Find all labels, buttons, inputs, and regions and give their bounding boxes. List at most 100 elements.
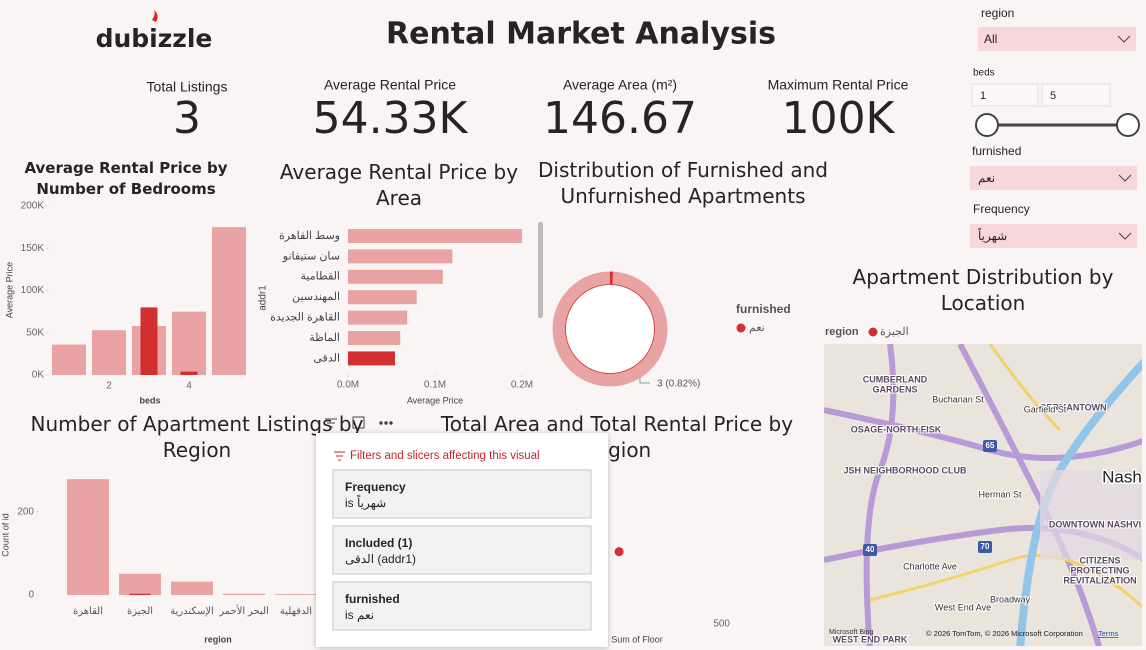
visual-toolbar[interactable] <box>325 416 393 429</box>
road-shield <box>978 541 992 553</box>
map-attribution: © 2026 TomTom, © 2026 Microsoft Corporat… <box>926 629 1083 638</box>
beds-max-input[interactable] <box>1041 83 1111 107</box>
legend-title: region <box>825 326 859 338</box>
x-tick-label: القاهرة <box>73 606 103 617</box>
map-label: REVITALIZATION <box>1063 575 1136 585</box>
bar <box>172 311 206 375</box>
bar <box>92 330 126 375</box>
y-tick-label: الدقى <box>313 352 340 364</box>
bar <box>348 269 443 284</box>
map-label: GERMANTOWN <box>1039 402 1106 412</box>
y-tick-label: القطامية <box>301 271 340 283</box>
filter-detail: الدقى (addr1) <box>345 552 416 566</box>
bar <box>223 593 265 595</box>
chevron <box>1117 35 1131 43</box>
x-tick-label: 500 <box>713 619 730 630</box>
kpi-label: Average Rental Price <box>324 77 456 93</box>
x-tick-label: 0.0M <box>337 380 359 391</box>
kpi-value: 54.33K <box>313 93 469 144</box>
map-terms[interactable]: Terms <box>1098 629 1119 638</box>
furnished-dropdown[interactable] <box>970 166 1137 190</box>
donut-edge <box>565 284 655 374</box>
map-label: PROTECTING <box>1070 565 1129 575</box>
chart-title: Distribution of Furnished and Unfurnishe… <box>538 158 828 208</box>
data-label: 3 (0.82%) <box>657 379 700 390</box>
bar <box>275 594 317 595</box>
beds-max: 5 <box>1050 90 1056 102</box>
chart-title: Apartment Distribution by Location <box>852 265 1114 315</box>
map-label: GARDENS <box>872 384 917 394</box>
y-tick-label: 100K <box>21 285 45 296</box>
map-label: Nash <box>1102 467 1142 486</box>
legend-label: الجيزة <box>880 326 909 338</box>
y-axis-title: Average Price <box>4 262 14 318</box>
chevron <box>1118 174 1132 182</box>
filter-card[interactable] <box>332 469 592 519</box>
slicer-value: شهرياً <box>978 228 1008 244</box>
x-tick-label: 2 <box>106 381 112 392</box>
map-label: DOWNTOWN NASHVI <box>1049 519 1141 529</box>
x-axis-title: Sum of Floor <box>611 634 663 644</box>
x-axis-title: beds <box>139 395 160 405</box>
kpi-label: Average Area (m²) <box>563 77 677 93</box>
bar <box>52 344 86 375</box>
beds-min-input[interactable] <box>971 83 1039 107</box>
popup-filter-icon <box>334 451 345 461</box>
filter-card[interactable] <box>332 525 592 575</box>
map-label: WEST END PARK <box>833 634 908 644</box>
downtown <box>1040 470 1142 560</box>
focus-icon[interactable] <box>352 416 365 429</box>
bar <box>171 581 213 595</box>
slicer-value: نعم <box>978 171 995 185</box>
popup-header: Filters and slicers affecting this visua… <box>350 450 540 462</box>
map-label: CUMBERLAND <box>863 374 928 384</box>
filter-card[interactable] <box>332 581 592 631</box>
map-label: Buchanan St <box>932 394 984 404</box>
y-tick-label: 150K <box>21 243 45 254</box>
map-label: JSH NEIGHBORHOOD CLUB <box>843 465 967 475</box>
leader-line <box>639 377 650 384</box>
slicer-label: Frequency <box>973 202 1030 216</box>
bar <box>348 331 401 345</box>
y-tick-label: سان ستيفانو <box>282 250 340 262</box>
y-tick-label: 0 <box>28 590 34 601</box>
legend-label: نعم <box>749 322 765 334</box>
chart-title: Average Rental Price by Area <box>279 160 519 210</box>
scrollbar[interactable] <box>538 222 543 318</box>
chevron <box>1118 232 1132 240</box>
chart-title: Number of Apartment Listings by Region <box>30 412 364 462</box>
bar <box>348 249 453 264</box>
bar <box>348 351 395 366</box>
kpi-label: Maximum Rental Price <box>768 77 909 93</box>
road-shield <box>983 440 997 452</box>
road <box>988 344 1062 432</box>
slider-handle[interactable] <box>975 113 999 137</box>
highlight-bar <box>129 593 151 595</box>
map-label: Herman St <box>978 489 1022 499</box>
x-axis-title: region <box>204 634 232 644</box>
beds-min: 1 <box>980 90 986 102</box>
filter-icon[interactable] <box>325 418 337 428</box>
road <box>957 344 1102 646</box>
legend-swatch <box>868 327 878 337</box>
region-dropdown[interactable] <box>978 27 1136 51</box>
map-label: Garfield St <box>1024 404 1067 414</box>
more-icon[interactable] <box>389 421 393 425</box>
slider-handle[interactable] <box>1116 113 1140 137</box>
y-tick-label: 50K <box>26 327 44 338</box>
x-tick-label: الدقهلية <box>279 606 313 617</box>
highlight-bar <box>140 307 158 375</box>
more-icon[interactable] <box>379 421 383 425</box>
slicer-label: beds <box>973 68 995 79</box>
road <box>869 554 1142 609</box>
more-icon[interactable] <box>384 421 388 425</box>
logo: dubizzle <box>96 24 213 53</box>
frequency-dropdown[interactable] <box>970 224 1137 248</box>
x-tick-label: الجيزة <box>126 606 154 617</box>
filters-popup: Filters and slicers affecting this visua… <box>316 433 608 647</box>
map-label: 70 <box>981 542 990 551</box>
slicer-label: furnished <box>972 144 1021 158</box>
x-axis-title: Average Price <box>407 395 463 405</box>
